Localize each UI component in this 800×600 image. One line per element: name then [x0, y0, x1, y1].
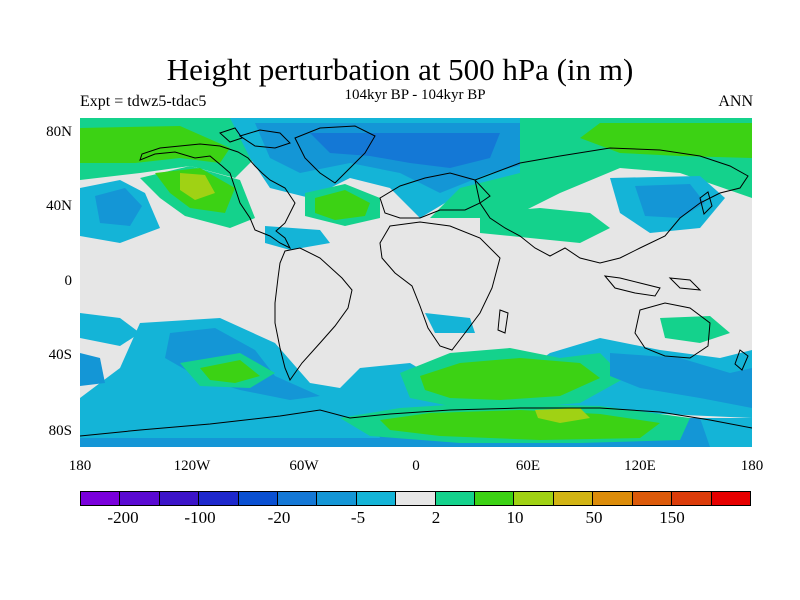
colorbar-label-neg100: -100 [170, 509, 230, 527]
colorbar-swatch-8 [396, 492, 435, 505]
colorbar-swatch-12 [554, 492, 593, 505]
colorbar-label-neg200: -200 [93, 509, 153, 527]
map-panel [80, 118, 752, 447]
colorbar-swatch-0 [81, 492, 120, 505]
colorbar-swatch-4 [239, 492, 278, 505]
x-tick-120w: 120W [162, 458, 222, 474]
x-tick-60w: 60W [274, 458, 334, 474]
y-tick-0: 0 [32, 273, 72, 289]
y-tick-80s: 80S [32, 423, 72, 439]
x-tick-180e: 180 [722, 458, 782, 474]
colorbar-label-neg20: -20 [249, 509, 309, 527]
colorbar-swatch-3 [199, 492, 238, 505]
colorbar-swatch-15 [672, 492, 711, 505]
colorbar-label-150: 150 [642, 509, 702, 527]
y-tick-40s: 40S [32, 347, 72, 363]
x-tick-180w: 180 [50, 458, 110, 474]
y-tick-40n: 40N [32, 198, 72, 214]
colorbar-swatch-1 [120, 492, 159, 505]
colorbar-swatch-14 [633, 492, 672, 505]
x-tick-0: 0 [386, 458, 446, 474]
experiment-label: Expt = tdwz5-tdac5 [80, 93, 206, 111]
plot-title: Height perturbation at 500 hPa (in m) [0, 50, 800, 90]
colorbar-label-2: 2 [406, 509, 466, 527]
y-tick-80n: 80N [32, 124, 72, 140]
colorbar-swatch-5 [278, 492, 317, 505]
colorbar-swatch-6 [317, 492, 356, 505]
colorbar-swatch-2 [160, 492, 199, 505]
season-label: ANN [718, 93, 753, 111]
height-perturbation-map [80, 118, 752, 447]
colorbar-swatch-16 [712, 492, 750, 505]
colorbar-swatch-10 [475, 492, 514, 505]
colorbar-label-10: 10 [485, 509, 545, 527]
x-tick-120e: 120E [610, 458, 670, 474]
colorbar-swatch-11 [514, 492, 553, 505]
colorbar-swatch-7 [357, 492, 396, 505]
x-tick-60e: 60E [498, 458, 558, 474]
colorbar-swatch-9 [436, 492, 475, 505]
colorbar-label-50: 50 [564, 509, 624, 527]
colorbar-label-neg5: -5 [328, 509, 388, 527]
colorbar [80, 491, 751, 506]
colorbar-swatch-13 [593, 492, 632, 505]
